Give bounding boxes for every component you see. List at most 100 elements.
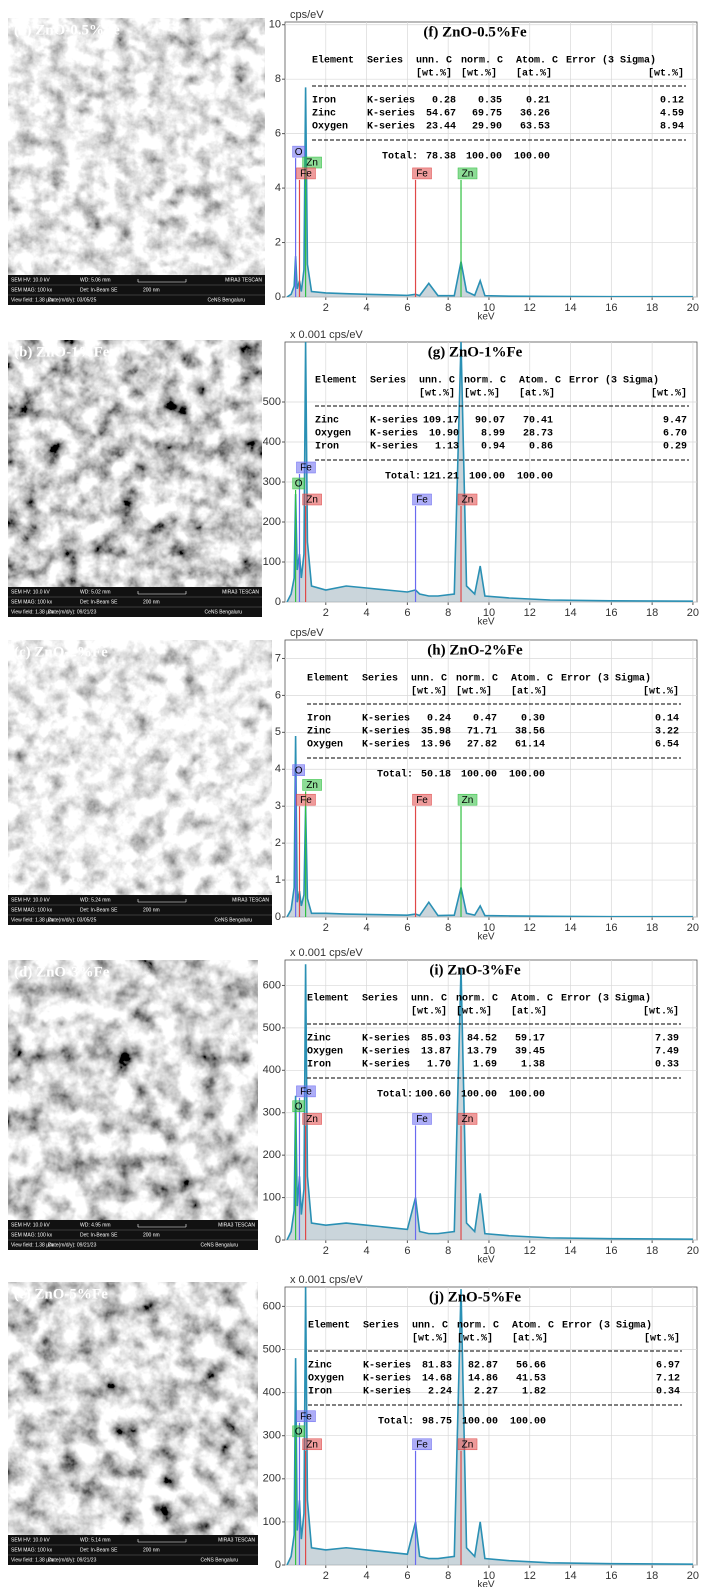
info-text: Date(m/d/y): 09/21/23 xyxy=(48,1557,97,1563)
table-cell: 54.67 xyxy=(426,109,456,120)
table-cell: 63.53 xyxy=(520,122,550,133)
y-tick-label: 2 xyxy=(275,236,281,248)
element-label: Fe xyxy=(300,169,312,180)
table-cell: 59.17 xyxy=(515,1034,545,1045)
table-cell: 1.70 xyxy=(427,1060,451,1071)
info-text: SEM HV: 10.0 kV xyxy=(11,589,50,595)
sem-label: (c) ZnO-2%Fe xyxy=(14,644,108,660)
x-axis-label: keV xyxy=(477,1255,495,1266)
table-cell: 84.52 xyxy=(467,1034,497,1045)
element-label: Fe xyxy=(416,1439,428,1450)
x-axis-label: keV xyxy=(477,932,495,943)
info-text: SEM HV: 10.0 kV xyxy=(11,1537,50,1543)
chart-title: (g) ZnO-1%Fe xyxy=(428,344,523,360)
info-text: 200 nm xyxy=(143,599,160,605)
table-total: 100.00 xyxy=(514,152,550,163)
y-tick-label: 0 xyxy=(275,911,281,923)
table-header: norm. C xyxy=(456,994,498,1005)
table-cell: Oxygen xyxy=(315,429,351,440)
info-text: View field: 1.38 μm xyxy=(11,1557,53,1563)
table-cell: 1.69 xyxy=(473,1060,497,1071)
table-cell: Zinc xyxy=(307,1033,331,1045)
chart-title: (h) ZnO-2%Fe xyxy=(427,642,523,658)
table-cell: 0.28 xyxy=(432,96,456,107)
table-unit: [at.%] xyxy=(511,686,547,698)
x-tick-label: 6 xyxy=(404,1570,410,1582)
table-header: Element xyxy=(315,375,357,387)
info-text: SEM MAG: 100 kx xyxy=(11,599,53,605)
table-cell: 14.86 xyxy=(468,1374,498,1385)
element-label: Zn xyxy=(306,495,318,506)
table-header: Element xyxy=(307,993,349,1005)
element-label: Zn xyxy=(462,1439,474,1450)
table-cell: 6.70 xyxy=(663,429,687,440)
table-total: 100.00 xyxy=(517,472,553,483)
table-cell: K-series xyxy=(370,428,418,440)
sem-micrograph xyxy=(8,640,272,925)
table-header: unn. C xyxy=(412,1321,448,1332)
y-axis-label: x 0.001 cps/eV xyxy=(290,329,363,341)
table-cell: K-series xyxy=(370,441,418,453)
table-cell: 82.87 xyxy=(468,1361,498,1372)
element-label: Fe xyxy=(300,1411,312,1422)
element-label: Zn xyxy=(306,1114,318,1125)
element-label: Zn xyxy=(306,1439,318,1450)
x-tick-label: 14 xyxy=(564,1245,576,1257)
x-tick-label: 20 xyxy=(687,922,699,934)
table-unit: [wt.%] xyxy=(411,686,447,698)
info-text: SEM HV: 10.0 kV xyxy=(11,277,50,283)
x-tick-label: 20 xyxy=(687,1570,699,1582)
table-header: Atom. C xyxy=(512,1321,554,1332)
element-label: Fe xyxy=(416,169,428,180)
x-tick-label: 6 xyxy=(404,1245,410,1257)
table-cell: 0.24 xyxy=(427,714,451,725)
element-label: Zn xyxy=(306,158,318,169)
table-unit: [wt.%] xyxy=(651,388,687,400)
y-tick-label: 600 xyxy=(263,1300,281,1312)
y-tick-label: 100 xyxy=(263,1516,281,1528)
x-tick-label: 12 xyxy=(524,607,536,619)
x-tick-label: 12 xyxy=(524,1570,536,1582)
table-cell: 0.34 xyxy=(656,1387,680,1398)
x-tick-label: 8 xyxy=(445,607,451,619)
info-text: WD: 5.02 mm xyxy=(80,589,111,595)
table-unit: [at.%] xyxy=(516,68,552,80)
table-cell: 85.03 xyxy=(421,1034,451,1045)
info-text: 200 nm xyxy=(143,1547,160,1553)
x-tick-label: 16 xyxy=(605,1570,617,1582)
x-axis-label: keV xyxy=(477,617,495,628)
x-tick-label: 16 xyxy=(605,1245,617,1257)
table-cell: K-series xyxy=(363,1360,411,1372)
table-cell: 109.17 xyxy=(423,416,459,427)
table-total: Total: xyxy=(378,1416,414,1428)
table-cell: 0.35 xyxy=(478,96,502,107)
sem-label: (d) ZnO-3%Fe xyxy=(14,964,110,980)
table-cell: K-series xyxy=(362,1033,410,1045)
element-label: Zn xyxy=(306,780,318,791)
table-cell: Zinc xyxy=(307,726,331,738)
info-text: MIRA3 TESCAN xyxy=(225,277,262,283)
x-tick-label: 16 xyxy=(605,302,617,314)
element-label: O xyxy=(295,1426,303,1437)
x-axis-label: keV xyxy=(477,1580,495,1587)
table-header: unn. C xyxy=(416,56,452,67)
sem-image: (d) ZnO-3%FeSEM HV: 10.0 kVWD: 4.95 mmMI… xyxy=(8,960,258,1250)
sem-image: (a) ZnO-0.5%FeSEM HV: 10.0 kVWD: 5.06 mm… xyxy=(8,18,265,305)
table-header: norm. C xyxy=(457,1321,499,1332)
y-tick-label: 5 xyxy=(275,726,281,738)
table-header: Atom. C xyxy=(511,674,553,685)
table-cell: 10.90 xyxy=(429,429,459,440)
table-cell: 27.82 xyxy=(467,740,497,751)
info-text: Date(m/d/y): 03/05/25 xyxy=(48,917,97,923)
table-cell: 69.75 xyxy=(472,109,502,120)
y-tick-label: 300 xyxy=(263,1430,281,1442)
table-header: Atom. C xyxy=(516,56,558,67)
table-unit: [wt.%] xyxy=(456,686,492,698)
sem-label: (a) ZnO-0.5%Fe xyxy=(14,22,120,38)
table-cell: K-series xyxy=(363,1373,411,1385)
x-tick-label: 20 xyxy=(687,302,699,314)
table-cell: 71.71 xyxy=(467,727,497,738)
table-cell: Oxygen xyxy=(307,1047,343,1058)
x-tick-label: 18 xyxy=(646,922,658,934)
table-unit: [wt.%] xyxy=(456,1006,492,1018)
